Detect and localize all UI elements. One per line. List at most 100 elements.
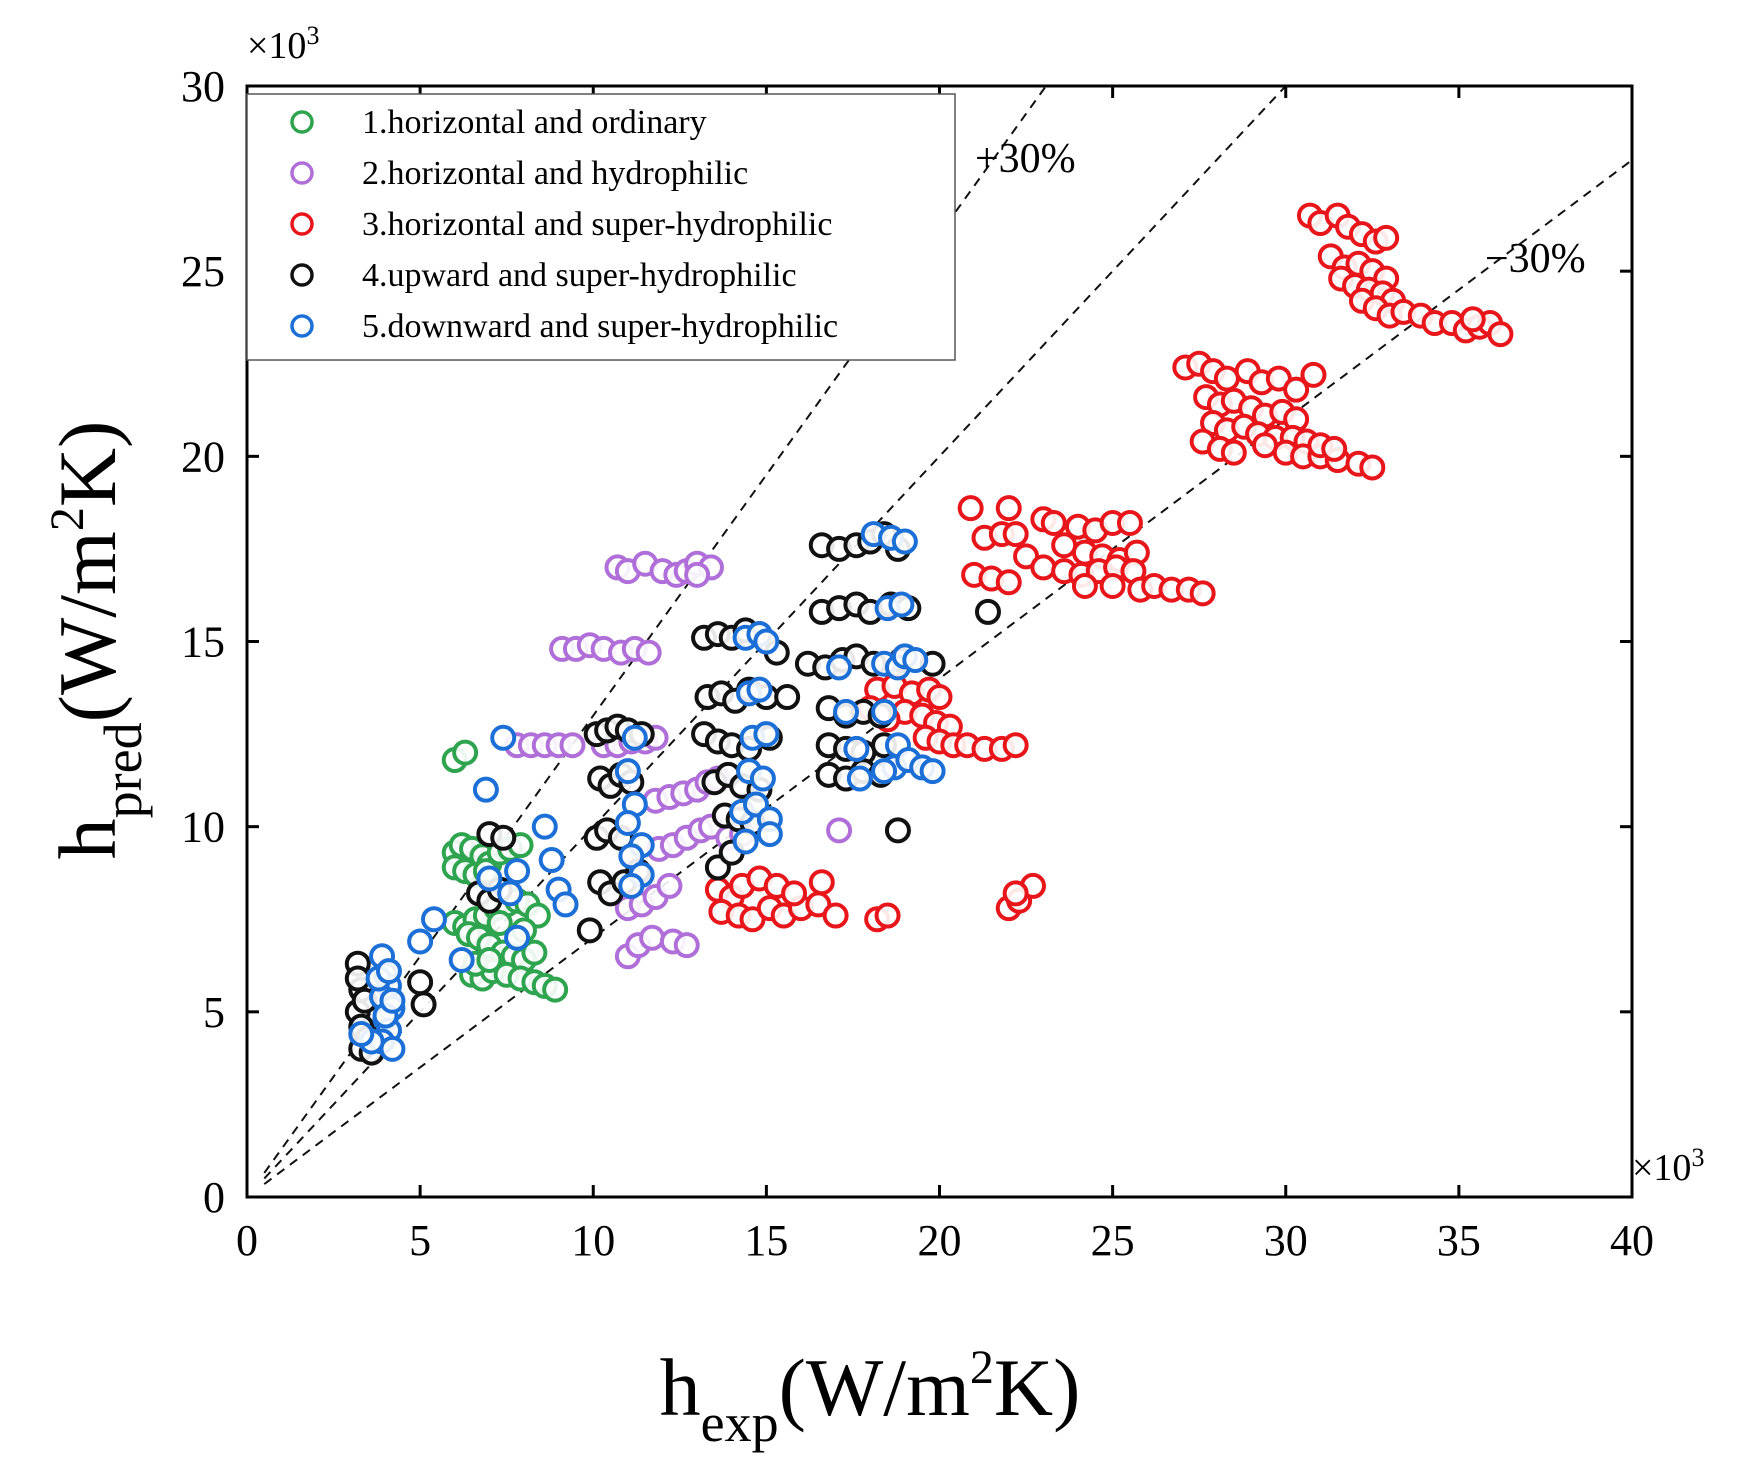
data-point xyxy=(576,917,603,944)
data-point xyxy=(379,1035,406,1062)
data-point xyxy=(348,1021,375,1048)
x-tick-label: 35 xyxy=(1437,1216,1481,1265)
legend-label: 2.horizontal and hydrophilic xyxy=(362,155,748,192)
data-point xyxy=(957,495,984,522)
y-axis-title: hpred(W/m2K) xyxy=(41,421,153,860)
data-point xyxy=(673,932,700,959)
x-tick-label: 10 xyxy=(571,1216,615,1265)
data-point xyxy=(552,891,579,918)
data-point xyxy=(379,987,406,1014)
data-point xyxy=(995,569,1022,596)
data-point xyxy=(639,924,666,951)
data-point xyxy=(344,965,371,992)
data-point xyxy=(1359,454,1386,481)
data-point xyxy=(531,813,558,840)
data-point xyxy=(614,758,641,785)
data-point xyxy=(891,528,918,555)
x-tick-label: 25 xyxy=(1091,1216,1135,1265)
reference-line xyxy=(263,159,1633,1185)
data-point xyxy=(521,939,548,966)
data-point xyxy=(621,724,648,751)
data-point xyxy=(833,698,860,725)
y-tick-label: 15 xyxy=(181,618,225,667)
legend-label: 1.horizontal and ordinary xyxy=(362,104,707,141)
data-point xyxy=(410,991,437,1018)
data-point xyxy=(1459,306,1486,333)
data-point xyxy=(874,902,901,929)
data-point xyxy=(635,639,662,666)
data-point xyxy=(808,869,835,896)
x-tick-label: 0 xyxy=(236,1216,258,1265)
data-point xyxy=(1099,572,1126,599)
data-point xyxy=(1030,554,1057,581)
data-point xyxy=(476,946,503,973)
data-point xyxy=(1220,439,1247,466)
y-tick-label: 20 xyxy=(181,432,225,481)
y-tick-label: 30 xyxy=(181,62,225,111)
data-point xyxy=(753,721,780,748)
data-point xyxy=(1283,376,1310,403)
legend-marker xyxy=(290,314,314,338)
data-point xyxy=(871,758,898,785)
upper-bound-label: +30% xyxy=(975,136,1076,182)
x-tick-label: 30 xyxy=(1264,1216,1308,1265)
data-point xyxy=(407,969,434,996)
data-point xyxy=(995,495,1022,522)
legend-label: 5.downward and super-hydrophilic xyxy=(362,308,838,345)
data-point xyxy=(504,858,531,885)
y-tick-label: 25 xyxy=(181,247,225,296)
data-point xyxy=(732,828,759,855)
data-point xyxy=(1051,532,1078,559)
data-point xyxy=(1300,361,1327,388)
y-axis-multiplier: ×103 xyxy=(247,21,319,68)
data-point xyxy=(871,698,898,725)
data-point xyxy=(1373,224,1400,251)
data-point xyxy=(1002,880,1029,907)
x-tick-label: 15 xyxy=(744,1216,788,1265)
data-point xyxy=(559,732,586,759)
legend-item: 5.downward and super-hydrophilic xyxy=(290,308,838,345)
legend: 1.horizontal and ordinary 2.horizontal a… xyxy=(246,93,956,361)
data-points xyxy=(344,202,1514,1066)
data-point xyxy=(826,817,853,844)
legend-marker xyxy=(290,212,314,236)
data-point xyxy=(1002,732,1029,759)
data-point xyxy=(1116,509,1143,536)
legend-marker xyxy=(290,161,314,185)
x-tick-label: 20 xyxy=(918,1216,962,1265)
data-point xyxy=(753,628,780,655)
data-point xyxy=(926,684,953,711)
data-point xyxy=(919,758,946,785)
legend-item: 4.upward and super-hydrophilic xyxy=(290,257,797,294)
y-tick-label: 0 xyxy=(203,1173,225,1222)
data-point xyxy=(504,924,531,951)
data-point xyxy=(490,724,517,751)
data-point xyxy=(656,872,683,899)
data-point xyxy=(486,909,513,936)
x-tick-label: 5 xyxy=(409,1216,431,1265)
data-point xyxy=(684,561,711,588)
data-point xyxy=(375,958,402,985)
reference-lines xyxy=(263,85,1633,1185)
data-point xyxy=(974,598,1001,625)
data-point xyxy=(822,902,849,929)
data-point xyxy=(846,765,873,792)
data-point xyxy=(843,735,870,762)
data-point xyxy=(452,739,479,766)
legend-item: 3.horizontal and super-hydrophilic xyxy=(290,206,832,243)
data-point xyxy=(1189,580,1216,607)
data-point xyxy=(448,946,475,973)
data-point xyxy=(1040,509,1067,536)
data-point xyxy=(618,872,645,899)
data-point xyxy=(774,684,801,711)
lower-bound-label: −30% xyxy=(1485,236,1586,282)
data-point xyxy=(542,976,569,1003)
legend-marker xyxy=(290,263,314,287)
data-point xyxy=(746,676,773,703)
data-point xyxy=(884,817,911,844)
data-point xyxy=(749,765,776,792)
x-axis-title: hexp(W/m2K) xyxy=(660,1341,1081,1453)
data-point xyxy=(1487,321,1514,348)
data-point xyxy=(476,865,503,892)
